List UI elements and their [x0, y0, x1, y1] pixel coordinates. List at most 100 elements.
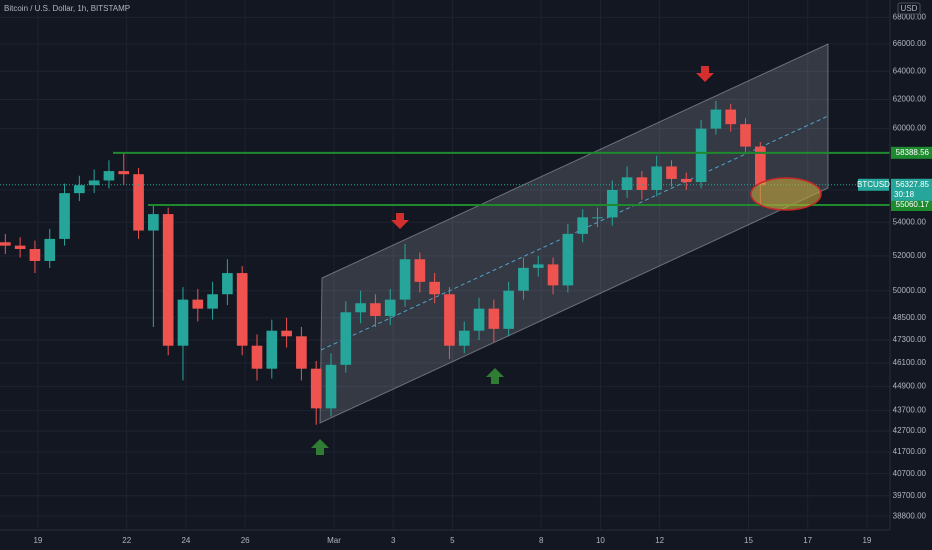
- x-tick-label: 8: [539, 536, 544, 545]
- y-tick-label: 40700.00: [893, 469, 927, 478]
- y-tick-label: 50000.00: [893, 286, 927, 295]
- candle-body: [59, 193, 70, 239]
- candle-body: [458, 330, 470, 346]
- candle-body: [725, 109, 737, 125]
- candle-body: [14, 245, 26, 250]
- candle-body: [192, 299, 204, 309]
- candle-body: [592, 217, 603, 219]
- y-tick-label: 66000.00: [893, 39, 927, 48]
- candle-body: [281, 330, 292, 337]
- level-label: 58388.56: [896, 148, 930, 157]
- x-tick-label: 12: [655, 536, 664, 545]
- y-tick-label: 38800.00: [893, 511, 927, 520]
- candle-body: [266, 330, 278, 369]
- x-tick-label: 19: [33, 536, 42, 545]
- candle-body: [606, 189, 618, 218]
- y-tick-label: 62000.00: [893, 95, 927, 104]
- candle-body: [695, 128, 707, 183]
- y-tick-label: 44900.00: [893, 381, 927, 390]
- candle-body: [103, 171, 115, 181]
- candle-body: [251, 345, 263, 369]
- candle-body: [532, 264, 544, 268]
- candle-body: [651, 166, 663, 190]
- candle-body: [547, 264, 559, 286]
- y-tick-label: 54000.00: [893, 217, 927, 226]
- y-tick-label: 47300.00: [893, 335, 927, 344]
- x-tick-label: 15: [744, 536, 753, 545]
- unit-label: USD: [901, 4, 918, 13]
- candle-body: [310, 368, 322, 409]
- level-label-box: [891, 146, 932, 159]
- last-price-box: [891, 178, 932, 201]
- candle-body: [636, 177, 648, 190]
- candle-body: [29, 249, 41, 261]
- y-tick-label: 46100.00: [893, 358, 927, 367]
- y-tick-label: 42700.00: [893, 426, 927, 435]
- x-tick-label: Mar: [327, 536, 341, 545]
- candle-body: [740, 124, 751, 147]
- candle-body: [207, 294, 218, 309]
- candle-body: [162, 214, 174, 346]
- candle-body: [666, 166, 677, 179]
- candle-body: [384, 299, 396, 316]
- x-tick-label: 10: [596, 536, 605, 545]
- down-arrow: [391, 213, 409, 229]
- countdown-label: 30:18: [894, 190, 915, 199]
- chart-title: Bitcoin / U.S. Dollar, 1h, BITSTAMP: [4, 4, 130, 13]
- x-tick-label: 3: [391, 536, 396, 545]
- candle-body: [488, 308, 500, 329]
- x-tick-label: 5: [450, 536, 455, 545]
- x-tick-label: 17: [803, 536, 812, 545]
- last-price-label: 56327.85: [896, 180, 930, 189]
- candle-body: [74, 185, 85, 194]
- candle-body: [621, 177, 633, 190]
- y-tick-label: 52000.00: [893, 251, 927, 260]
- level-label-box: [891, 198, 932, 211]
- candle-body: [88, 180, 100, 186]
- candle-body: [577, 217, 589, 234]
- y-tick-label: 60000.00: [893, 124, 927, 133]
- channel-midline: [320, 115, 829, 351]
- time-axis: [0, 530, 890, 550]
- x-tick-label: 19: [862, 536, 871, 545]
- candle-body: [503, 290, 514, 329]
- price-axis: [890, 0, 932, 550]
- up-arrow: [311, 439, 329, 455]
- x-tick-label: 26: [241, 536, 250, 545]
- candle-body: [222, 273, 233, 295]
- y-tick-label: 48500.00: [893, 313, 927, 322]
- candle-body: [118, 171, 130, 175]
- y-tick-label: 64000.00: [893, 66, 927, 75]
- candle-body: [518, 267, 529, 291]
- candle-body: [473, 308, 485, 331]
- candle-body: [414, 259, 426, 282]
- up-arrow: [486, 368, 504, 384]
- candle-body: [370, 303, 381, 316]
- candle-body: [710, 109, 722, 129]
- candle-body: [177, 299, 189, 346]
- candle-body: [325, 364, 337, 409]
- candle-body: [296, 336, 307, 369]
- symbol-box: [858, 178, 889, 191]
- unit-box: [897, 2, 921, 15]
- candle-body: [133, 174, 144, 231]
- candle-body: [429, 281, 440, 295]
- y-tick-label: 41700.00: [893, 447, 927, 456]
- candle-body: [754, 146, 766, 186]
- down-arrow: [696, 66, 714, 82]
- symbol-label: BTCUSD: [857, 180, 890, 189]
- y-tick-label: 68000.00: [893, 12, 927, 21]
- candle-body: [680, 178, 692, 183]
- highlight-ellipse: [750, 177, 822, 211]
- candle-body: [0, 242, 11, 246]
- candle-body: [355, 303, 366, 313]
- x-tick-label: 24: [181, 536, 190, 545]
- level-label: 55060.17: [896, 200, 930, 209]
- candle-body: [399, 259, 411, 300]
- candle-body: [148, 214, 159, 231]
- x-tick-label: 22: [122, 536, 131, 545]
- y-tick-label: 39700.00: [893, 491, 927, 500]
- candle-body: [340, 312, 352, 365]
- candle-body: [562, 233, 574, 286]
